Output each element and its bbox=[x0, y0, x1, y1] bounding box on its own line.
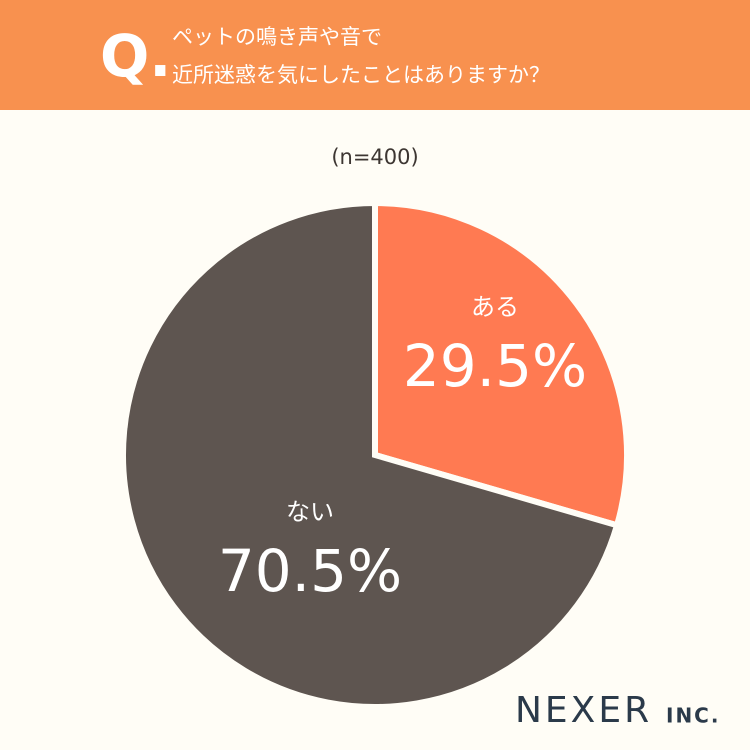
header-band bbox=[0, 0, 750, 110]
title-line: 近所迷惑を気にしたことはありますか？ bbox=[172, 63, 550, 87]
question-label: Q. bbox=[100, 22, 171, 90]
pie bbox=[120, 199, 630, 710]
slice-category: ない bbox=[286, 498, 334, 526]
subtitle: (n=400) bbox=[331, 145, 418, 169]
logo-suffix: INC. bbox=[666, 704, 720, 728]
slice-value-label: 70.5% bbox=[218, 537, 402, 605]
slice-category: ある bbox=[471, 293, 519, 321]
title-line: ペットの鳴き声や音で bbox=[172, 25, 382, 49]
pie-slice bbox=[120, 199, 621, 710]
logo-name: NEXER bbox=[515, 690, 652, 731]
pie-slice bbox=[372, 199, 630, 530]
slice-value-label: 29.5% bbox=[403, 332, 587, 400]
